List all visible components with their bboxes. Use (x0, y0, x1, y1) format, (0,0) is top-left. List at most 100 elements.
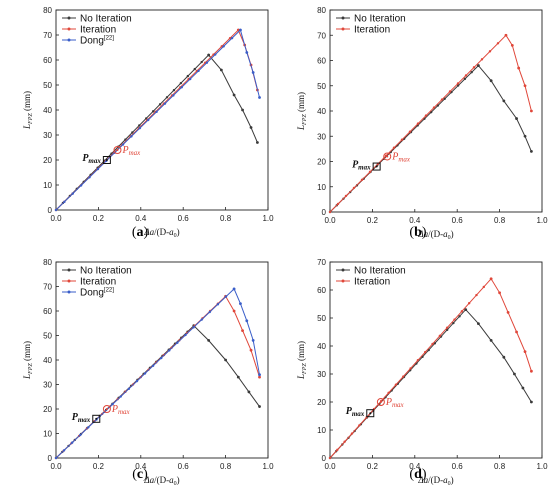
panel-caption: (b) (409, 225, 426, 240)
x-tick-label: 0.4 (135, 462, 147, 471)
pmax-circle-dot (379, 401, 382, 403)
data-point (138, 124, 141, 127)
series-line-2 (329, 34, 532, 213)
x-tick-label: 1.0 (536, 462, 548, 471)
data-point (165, 96, 169, 99)
data-point (480, 58, 484, 61)
y-tick-label: 30 (43, 131, 52, 140)
y-tick-label: 80 (317, 6, 326, 15)
pmax-label-black: Pmax (352, 160, 371, 172)
data-point (515, 330, 518, 334)
data-point (88, 176, 91, 179)
chart-panel-3: 0.0 0.2 0.4 0.6 0.8 1.0 0 10 20 30 40 50 60 70 80 Δa/(D… (22, 258, 274, 487)
data-point (448, 90, 452, 93)
data-point (400, 138, 404, 141)
data-point (510, 43, 514, 47)
legend-marker (67, 279, 71, 283)
legend-label: Iteration (354, 25, 390, 36)
data-point (464, 74, 468, 77)
series-line-1 (55, 54, 258, 211)
data-point (477, 64, 480, 67)
y-tick-label: 20 (43, 405, 52, 414)
data-point (409, 367, 412, 370)
data-point (416, 359, 420, 362)
x-axis-label: Δa/(D-a0) (143, 475, 179, 487)
legend-label: Iteration (80, 25, 116, 36)
data-point (498, 291, 501, 295)
pmax-square-marker (102, 156, 111, 164)
data-point (502, 99, 506, 103)
pmax-label-black: Pmax (346, 406, 365, 418)
legend-label: No Iteration (80, 266, 132, 277)
y-tick-label: 60 (43, 56, 52, 65)
series-line-3 (55, 29, 260, 211)
y-tick-label: 50 (43, 332, 52, 341)
chart-panel-1: 0.0 0.2 0.4 0.6 0.8 1.0 0 10 20 30 40 50 60 70 80 Δa/(D… (22, 6, 274, 240)
data-point (387, 391, 390, 395)
x-tick-label: 0.2 (93, 462, 105, 471)
legend-marker (341, 279, 345, 283)
y-tick-label: 20 (317, 398, 326, 407)
y-tick-label: 10 (43, 181, 52, 190)
legend-marker (341, 16, 345, 20)
y-tick-label: 0 (48, 206, 53, 215)
y-axis-label: LFPZ (mm) (296, 92, 308, 131)
data-point (224, 358, 228, 362)
legend-marker (67, 16, 71, 20)
data-point (205, 61, 209, 64)
data-point (460, 310, 464, 313)
data-point (79, 433, 82, 437)
data-point (135, 379, 139, 383)
data-point (179, 81, 183, 85)
pmax-label-black: Pmax (82, 153, 101, 165)
legend-marker (67, 38, 71, 42)
data-point (256, 141, 259, 144)
data-point (402, 375, 405, 378)
data-point (258, 373, 261, 377)
x-tick-label: 0.4 (409, 216, 421, 225)
data-point (172, 89, 176, 92)
y-tick-label: 70 (43, 31, 52, 40)
data-point (343, 440, 346, 443)
x-tick-label: 0.6 (452, 462, 464, 471)
data-point (219, 68, 223, 72)
data-point (239, 28, 242, 32)
data-point (96, 167, 100, 171)
data-point (228, 36, 232, 40)
x-tick-label: 0.8 (494, 216, 506, 225)
data-point (475, 293, 478, 297)
y-tick-label: 50 (43, 81, 52, 90)
data-point (176, 341, 179, 344)
pmax-circle-dot (386, 155, 389, 158)
y-tick-label: 30 (43, 381, 52, 390)
data-point (54, 208, 58, 212)
y-tick-label: 70 (317, 31, 326, 40)
data-point (456, 84, 460, 87)
x-tick-label: 0.8 (220, 462, 232, 471)
data-point (168, 349, 171, 352)
pmax-square-dot (105, 159, 108, 161)
data-point (445, 326, 449, 329)
data-point (230, 36, 234, 40)
y-tick-label: 10 (317, 426, 326, 435)
data-point (192, 326, 195, 329)
data-point (506, 311, 510, 314)
data-point (328, 456, 332, 460)
data-point (143, 372, 147, 375)
data-point (470, 71, 473, 74)
y-tick-label: 40 (317, 107, 326, 116)
legend-marker (67, 27, 71, 31)
data-point (232, 309, 236, 313)
legend-label: No Iteration (354, 266, 406, 277)
x-tick-label: 0.8 (494, 462, 506, 471)
y-tick-label: 80 (43, 6, 52, 15)
y-tick-label: 0 (48, 454, 53, 463)
data-point (241, 329, 244, 332)
y-axis-label: LFPZ (mm) (22, 91, 34, 130)
data-point (245, 319, 249, 323)
data-point (208, 310, 211, 314)
data-point (344, 194, 348, 198)
data-point (368, 170, 372, 174)
pmax-square-marker (366, 409, 375, 418)
